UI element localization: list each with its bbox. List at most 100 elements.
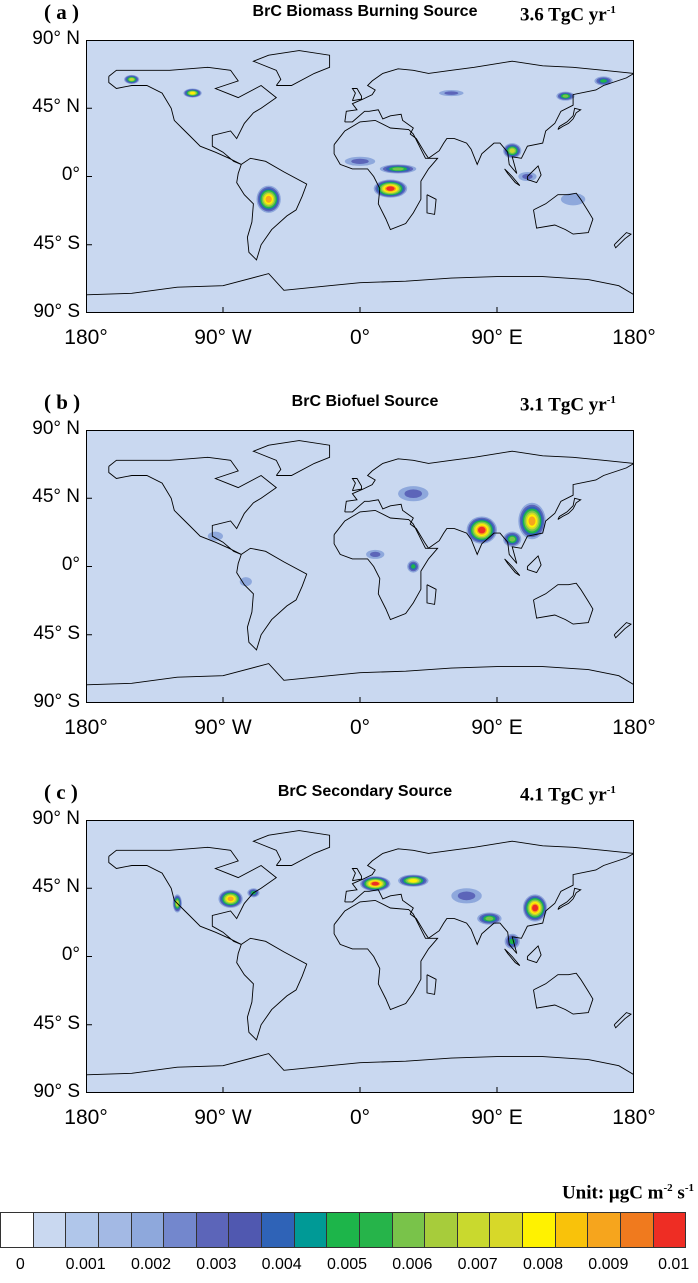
- x-tick-label: 180°: [612, 716, 656, 739]
- coastline: [613, 622, 632, 639]
- emission-hotspot: [366, 549, 385, 559]
- hotspot-contour: [392, 167, 404, 171]
- hotspot-contour: [509, 148, 515, 153]
- coastline: [504, 948, 521, 966]
- coastline: [86, 1053, 634, 1076]
- coastline: [526, 945, 542, 964]
- coastline: [557, 107, 582, 130]
- coastline: [333, 119, 439, 231]
- panel-title: BrC Biofuel Source: [291, 393, 439, 410]
- emission-hotspot: [560, 193, 586, 206]
- colorbar-tick-label: 0.009: [588, 1256, 629, 1273]
- x-tick-label: 180°: [64, 1106, 108, 1129]
- colorbar-swatch: [653, 1213, 686, 1247]
- coastline: [526, 555, 542, 574]
- y-tick-label: 90° N: [32, 808, 80, 829]
- emission-hotspot: [477, 912, 502, 925]
- emission-hotspot: [207, 531, 223, 541]
- colorbar-swatch: [262, 1213, 295, 1247]
- panel-2: ( c ) BrC Secondary Source 4.1 TgC yr-1 90°…: [0, 780, 698, 1160]
- coastline: [504, 168, 521, 186]
- map-background: [86, 430, 634, 703]
- coastline: [613, 1012, 632, 1029]
- y-tick-label: 45° S: [33, 623, 80, 644]
- colorbar-swatch: [294, 1213, 328, 1247]
- coastline: [86, 273, 634, 296]
- emission-hotspot: [256, 185, 281, 213]
- emission-hotspot: [124, 74, 140, 84]
- colorbar-swatch: [196, 1213, 230, 1247]
- colorbar-tick-label: 0.002: [130, 1256, 172, 1273]
- y-tick-label: 90° S: [33, 691, 80, 712]
- coastline: [108, 456, 278, 555]
- hotspot-contour: [409, 879, 418, 883]
- hotspot-contour: [371, 881, 379, 886]
- panel-1: ( b ) BrC Biofuel Source 3.1 TgC yr-1 90° N…: [0, 390, 698, 770]
- hotspot-contour: [509, 536, 516, 542]
- colorbar-swatch: [229, 1213, 262, 1247]
- coastline: [252, 50, 331, 86]
- panel-0: ( a ) BrC Biomass Burning Source 3.6 TgC y…: [0, 0, 698, 380]
- colorbar-swatch: [555, 1213, 589, 1247]
- x-tick-label: 90° E: [471, 1106, 523, 1129]
- y-tick-label: 45° N: [32, 486, 80, 507]
- colorbar-swatch: [98, 1213, 132, 1247]
- x-tick-label: 180°: [64, 326, 108, 349]
- emission-hotspot: [379, 164, 417, 174]
- y-tick-label: 45° S: [33, 233, 80, 254]
- x-tick-label: 180°: [612, 1106, 656, 1129]
- emission-hotspot: [344, 156, 376, 166]
- emission-hotspot: [503, 531, 522, 547]
- hotspot-contour: [444, 91, 459, 95]
- colorbar-tick-label: 0.001: [65, 1256, 106, 1273]
- colorbar-swatch: [164, 1213, 197, 1247]
- coastline: [557, 497, 582, 520]
- emission-hotspot: [218, 889, 243, 908]
- coastline: [333, 899, 439, 1011]
- coastline: [252, 830, 331, 866]
- y-tick-label: 90° S: [33, 301, 80, 322]
- colorbar-swatch: [327, 1213, 360, 1247]
- emission-hotspot: [373, 179, 408, 198]
- hotspot-contour: [562, 94, 569, 98]
- y-tick-label: 0°: [61, 164, 80, 185]
- y-tick-label: 0°: [61, 944, 80, 965]
- hotspot-contour: [190, 91, 196, 95]
- panel-letter: ( c ): [44, 780, 78, 804]
- y-tick-label: 45° S: [33, 1013, 80, 1034]
- emission-hotspot: [466, 516, 497, 544]
- y-tick-label: 90° N: [32, 28, 80, 49]
- coastline: [533, 972, 594, 1015]
- coastline: [426, 974, 437, 995]
- colorbar-tick-label: 0.008: [522, 1256, 564, 1273]
- coastline: [526, 165, 542, 184]
- emission-hotspot: [407, 560, 420, 573]
- x-tick-label: 0°: [349, 326, 371, 349]
- hotspot-contour: [528, 516, 536, 526]
- panel-title: BrC Biomass Burning Source: [252, 3, 478, 20]
- coastline: [252, 440, 331, 476]
- coastline: [108, 846, 278, 945]
- coastline: [351, 478, 362, 492]
- colorbar-tick-label: 0.007: [457, 1256, 498, 1273]
- hotspot-contour: [411, 564, 416, 569]
- hotspot-contour: [369, 551, 381, 557]
- hotspot-contour: [404, 489, 423, 499]
- hotspot-contour: [239, 577, 252, 587]
- map-panel-1: [86, 430, 634, 703]
- x-tick-label: 90° E: [471, 716, 523, 739]
- panel-total: 4.1 TgC yr-1: [520, 784, 616, 806]
- hotspot-contour: [600, 79, 607, 83]
- x-tick-label: 90° W: [194, 1106, 252, 1129]
- panel-total: 3.6 TgC yr-1: [520, 4, 616, 26]
- coastline: [108, 66, 278, 165]
- colorbar-tick-label: 0: [15, 1256, 25, 1273]
- coastline: [351, 868, 362, 882]
- hotspot-contour: [532, 904, 539, 912]
- colorbar-swatch: [131, 1213, 165, 1247]
- coastline: [236, 547, 308, 651]
- x-tick-label: 90° W: [194, 326, 252, 349]
- hotspot-contour: [560, 193, 586, 206]
- colorbar-swatch: [33, 1213, 67, 1247]
- hotspot-contour: [351, 158, 369, 164]
